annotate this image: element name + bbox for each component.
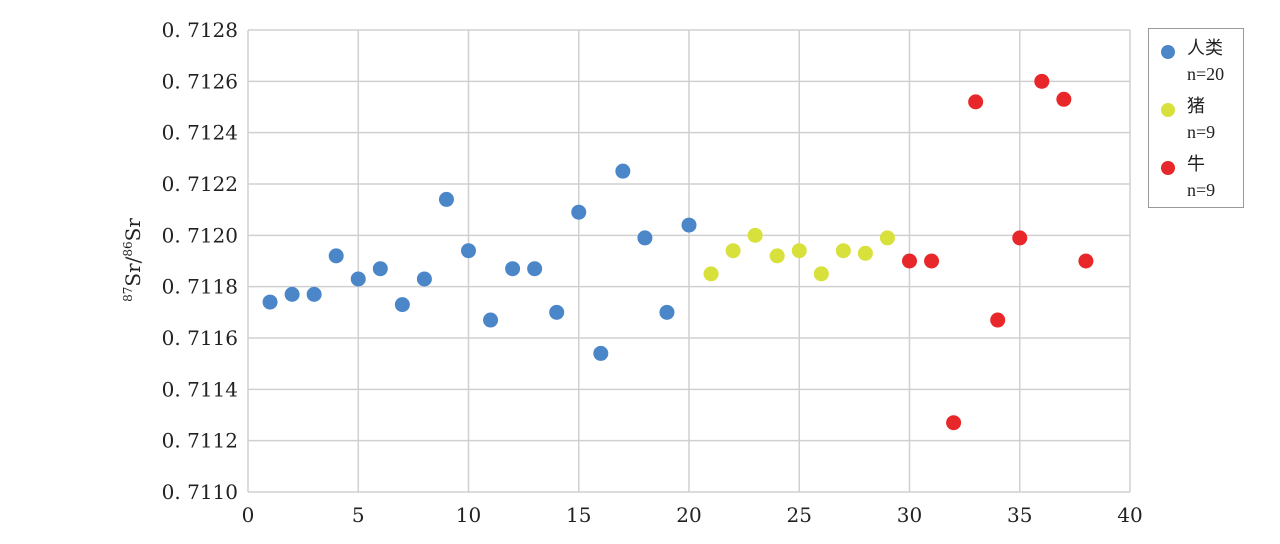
- data-point-human: [350, 271, 366, 287]
- x-tick-label: 0: [242, 503, 255, 527]
- x-tick-label: 10: [456, 503, 481, 527]
- x-tick-label: 20: [676, 503, 701, 527]
- data-point-human: [659, 304, 675, 320]
- legend-entry-human: 人类 n=20: [1149, 33, 1245, 91]
- data-point-human: [549, 304, 565, 320]
- y-tick-label: 0. 7128: [162, 18, 238, 42]
- legend-count-cattle: n=9: [1187, 180, 1216, 200]
- y-tick-label: 0. 7122: [162, 172, 238, 196]
- legend-count-pig: n=9: [1187, 122, 1216, 142]
- data-point-pig: [813, 266, 829, 282]
- y-axis-label-sup1: 87: [121, 287, 135, 302]
- legend-label-cattle: 牛: [1187, 154, 1205, 175]
- data-point-human: [438, 191, 454, 207]
- data-points: [262, 73, 1094, 431]
- y-axis-label-element2: Sr: [121, 218, 145, 242]
- y-tick-labels: 0. 7110 0. 7112 0. 7114 0. 7116 0. 7118 0. 71…: [162, 18, 238, 504]
- y-tick-label: 0. 7110: [162, 480, 238, 504]
- legend-entry-cattle: 牛 n=9: [1149, 149, 1245, 207]
- y-tick-label: 0. 7112: [162, 429, 238, 453]
- y-axis-label: 87Sr/86Sr: [121, 218, 145, 302]
- legend-marker-pig: [1161, 103, 1175, 117]
- data-point-cattle: [924, 253, 940, 269]
- data-point-pig: [835, 243, 851, 259]
- x-tick-label: 15: [566, 503, 591, 527]
- grid-lines: [247, 29, 1131, 493]
- data-point-human: [262, 294, 278, 310]
- data-point-cattle: [1034, 73, 1050, 89]
- data-point-cattle: [902, 253, 917, 269]
- data-point-pig: [879, 230, 895, 246]
- data-point-human: [615, 163, 631, 179]
- data-point-pig: [791, 243, 807, 259]
- y-tick-label: 0. 7120: [162, 223, 238, 247]
- x-tick-label: 25: [787, 503, 812, 527]
- x-tick-label: 5: [352, 503, 365, 527]
- x-tick-label: 40: [1117, 503, 1142, 527]
- y-axis-label-sup2: 86: [121, 241, 135, 256]
- data-point-cattle: [968, 94, 984, 110]
- y-tick-label: 0. 7116: [162, 326, 238, 350]
- data-point-human: [416, 271, 432, 287]
- y-tick-label: 0. 7118: [162, 275, 238, 299]
- legend-marker-human: [1161, 45, 1175, 59]
- y-tick-label: 0. 7114: [162, 377, 238, 401]
- legend-label-human: 人类: [1187, 38, 1223, 59]
- data-point-pig: [725, 243, 741, 259]
- data-point-cattle: [946, 415, 962, 431]
- legend: 人类 n=20 猪 n=9 牛 n=9: [1148, 28, 1244, 208]
- data-point-human: [328, 248, 344, 264]
- x-tick-label: 35: [1007, 503, 1032, 527]
- data-point-human: [483, 312, 499, 328]
- data-point-cattle: [1078, 253, 1094, 269]
- legend-marker-cattle: [1161, 161, 1175, 175]
- data-point-human: [527, 261, 543, 277]
- data-point-human: [394, 297, 410, 313]
- data-point-pig: [769, 248, 785, 264]
- data-point-cattle: [1056, 91, 1072, 107]
- legend-entry-pig: 猪 n=9: [1149, 91, 1245, 149]
- data-point-pig: [747, 227, 763, 243]
- y-tick-label: 0. 7124: [162, 121, 238, 145]
- data-point-human: [306, 286, 322, 302]
- data-point-human: [571, 204, 587, 220]
- data-point-cattle: [1012, 230, 1028, 246]
- x-tick-label: 30: [897, 503, 922, 527]
- data-point-human: [372, 261, 388, 277]
- y-tick-label: 0. 7126: [162, 69, 238, 93]
- data-point-human: [637, 230, 653, 246]
- legend-label-pig: 猪: [1187, 96, 1205, 117]
- legend-count-human: n=20: [1187, 64, 1225, 84]
- data-point-human: [461, 243, 476, 259]
- data-point-pig: [857, 245, 873, 261]
- data-point-human: [284, 286, 300, 302]
- data-point-cattle: [990, 312, 1006, 328]
- data-point-pig: [703, 266, 719, 282]
- data-point-human: [681, 217, 697, 233]
- y-axis-label-element1: Sr/: [121, 256, 145, 286]
- x-tick-labels: 0 5 10 15 20 25 30 35 40: [242, 503, 1143, 527]
- data-point-human: [593, 345, 609, 361]
- data-point-human: [505, 261, 521, 277]
